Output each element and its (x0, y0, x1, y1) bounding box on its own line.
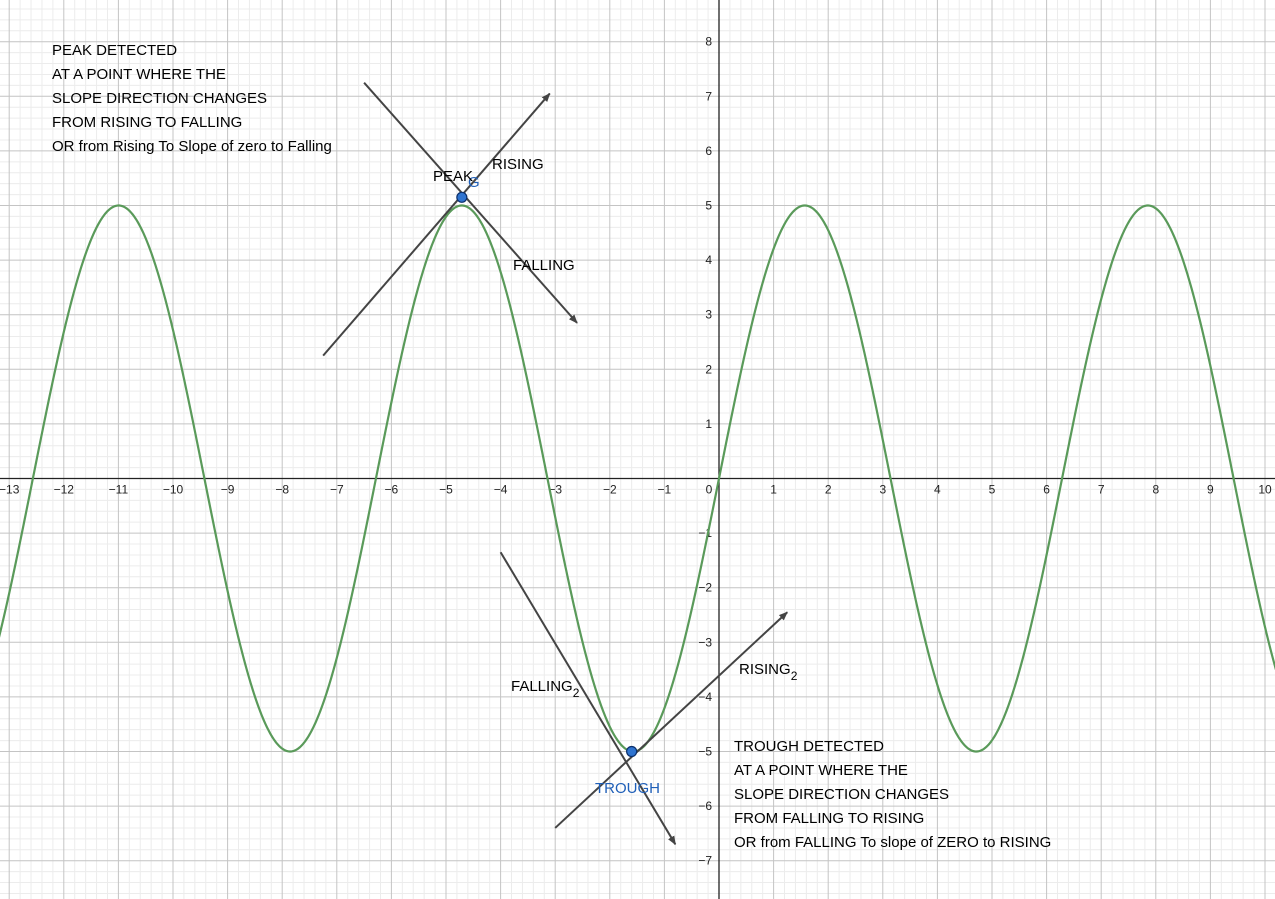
x-tick-label: −2 (603, 483, 617, 497)
labels: RISING FALLING FALLING2 RISING2 G TROUGH PEAK P… (52, 42, 1051, 851)
trough-note-line: OR from FALLING To slope of ZERO to RISI… (734, 834, 1051, 851)
x-tick-label: −7 (330, 483, 344, 497)
vector-label-falling: FALLING (513, 257, 575, 274)
x-tick-label: −4 (494, 483, 508, 497)
x-tick-label: −9 (221, 483, 235, 497)
vector-falling-2 (499, 551, 677, 846)
peak-note-line: PEAK DETECTED (52, 42, 177, 59)
x-tick-label: −10 (163, 483, 184, 497)
y-tick-label: −6 (698, 799, 712, 813)
y-tick-label: 5 (705, 199, 712, 213)
x-tick-label: −8 (275, 483, 289, 497)
trough-note-line: TROUGH DETECTED (734, 738, 884, 755)
x-tick-label: 0 (706, 483, 713, 497)
x-tick-label: −11 (109, 483, 129, 497)
y-tick-label: −5 (698, 745, 712, 759)
vectors (322, 81, 788, 846)
peak-note-line: SLOPE DIRECTION CHANGES (52, 90, 267, 107)
trough-note-line: FROM FALLING TO RISING (734, 810, 924, 827)
x-tick-label: 8 (1152, 483, 1159, 497)
point-label-G: G (468, 174, 480, 191)
points[interactable] (456, 191, 638, 758)
peak-label: PEAK (433, 168, 473, 185)
vector-falling (363, 81, 578, 324)
x-tick-label: −3 (548, 483, 562, 497)
peak-note-line: OR from Rising To Slope of zero to Falli… (52, 138, 332, 155)
tick-labels: −13 −12 −11 −10 −9 −8 −7 −6 −5 −4 −3 −2 −1 0 1 2 3 4 5 6 7 8 9… (0, 35, 1272, 868)
vector-label-rising-2: RISING2 (739, 661, 798, 683)
y-tick-label: −3 (698, 635, 712, 649)
y-tick-label: −4 (698, 690, 712, 704)
peak-note-line: AT A POINT WHERE THE (52, 66, 226, 83)
y-tick-label: 1 (705, 417, 712, 431)
x-tick-label: −6 (385, 483, 399, 497)
y-tick-label: 7 (705, 89, 712, 103)
y-tick-label: 3 (705, 308, 712, 322)
vector-rising (322, 92, 551, 357)
trough-note-line: SLOPE DIRECTION CHANGES (734, 786, 949, 803)
x-tick-label: 3 (879, 483, 886, 497)
y-tick-label: 4 (705, 253, 712, 267)
x-tick-label: 2 (825, 483, 832, 497)
x-tick-label: −13 (0, 483, 20, 497)
point-label-trough: TROUGH (595, 780, 660, 797)
x-tick-label: 1 (770, 483, 777, 497)
x-tick-label: 7 (1098, 483, 1105, 497)
x-tick-label: −12 (54, 483, 75, 497)
point-trough (626, 745, 638, 758)
y-tick-label: −2 (698, 581, 712, 595)
x-tick-label: 6 (1043, 483, 1050, 497)
y-tick-label: 2 (705, 362, 712, 376)
y-tick-label: −1 (698, 526, 712, 540)
vector-label-rising: RISING (492, 156, 544, 173)
x-tick-label: −1 (658, 483, 672, 497)
point-G (456, 191, 468, 203)
vector-rising-2 (554, 611, 788, 829)
peak-note-line: FROM RISING TO FALLING (52, 114, 242, 131)
x-tick-label: 9 (1207, 483, 1214, 497)
vector-label-falling-2: FALLING2 (511, 678, 580, 700)
x-tick-label: 5 (989, 483, 996, 497)
x-tick-label: 4 (934, 483, 941, 497)
y-tick-label: 6 (705, 144, 712, 158)
y-tick-label: 8 (705, 35, 712, 49)
trough-note-line: AT A POINT WHERE THE (734, 762, 908, 779)
y-tick-label: −7 (698, 854, 712, 868)
x-tick-label: 10 (1258, 483, 1272, 497)
x-tick-label: −5 (439, 483, 453, 497)
